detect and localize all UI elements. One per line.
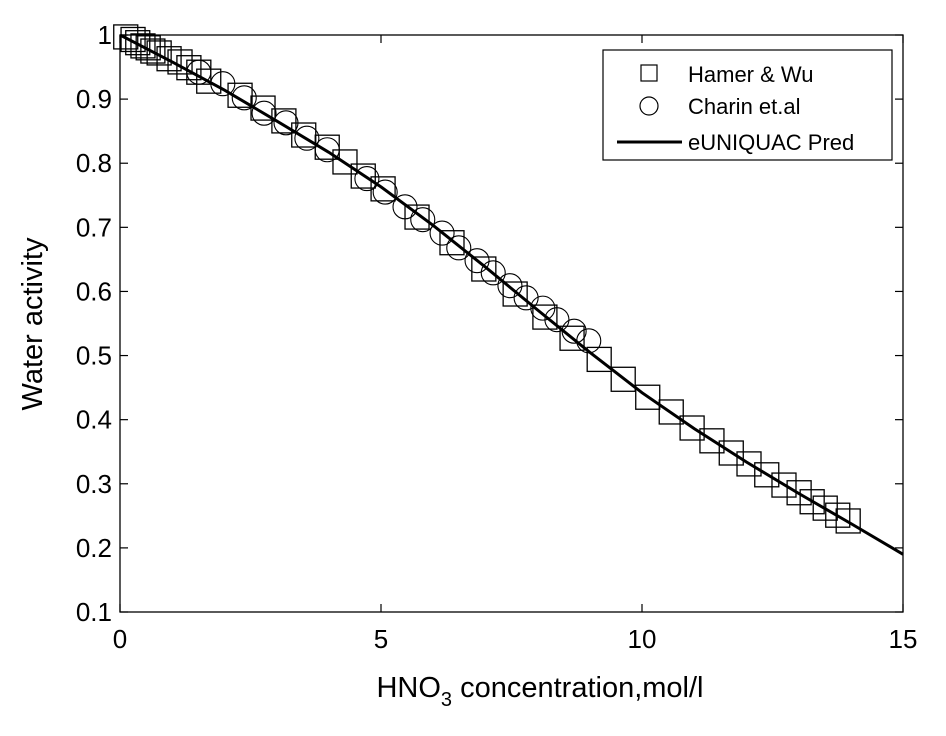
charin-point [273,110,299,136]
hamer-wu-point [156,46,182,72]
x-axis-label-subscript: 3 [441,689,452,711]
legend-circle-marker [639,96,659,116]
hamer-wu-point [718,440,744,466]
y-tick-label: 0.2 [76,533,112,563]
y-tick-label: 0.6 [76,276,112,306]
legend-label-charin: Charin et.al [688,94,801,119]
y-tick-label: 0.5 [76,341,112,371]
charin-point [186,59,212,85]
charin-point [513,285,539,311]
hamer-wu-point [736,451,762,477]
charin-point [372,179,398,205]
y-tick-label: 0.3 [76,469,112,499]
plot-marks [113,24,904,556]
y-tick-label: 0.7 [76,212,112,242]
legend-label-hamer-wu: Hamer & Wu [688,62,814,87]
hamer-wu-point [227,82,253,108]
hamer-wu-point [140,38,166,64]
hamer-wu-point [125,30,151,56]
y-tick-label: 0.1 [76,597,112,627]
charin-point [576,328,602,354]
charin-point [480,260,506,286]
charin-point [314,137,340,163]
y-tick-label: 1 [98,20,112,50]
hamer-wu-point [658,399,684,425]
y-axis-label: Water activity [17,237,49,410]
hamer-wu-point [754,462,780,488]
hamer-wu-point [146,40,172,66]
x-axis-label-main: HNO [376,672,440,704]
hamer-wu-point [439,230,465,256]
x-tick-label: 5 [374,624,388,654]
charin-point [497,273,523,299]
charin-point [210,71,236,97]
y-tick-label: 0.4 [76,405,112,435]
hamer-wu-point [835,508,861,534]
x-axis-label: HNO3 concentration,mol/l [376,672,703,711]
charin-point [464,248,490,274]
charin-point [544,307,570,333]
legend: Hamer & Wu Charin et.al eUNIQUAC Pred [602,49,893,161]
hamer-wu-point [799,489,825,515]
charin-point [446,235,472,261]
hamer-wu-point [610,366,636,392]
charin-point [354,166,380,192]
charin-point [251,100,277,126]
hamer-wu-point [679,415,705,441]
charin-point [410,207,436,233]
charin-point [561,318,587,344]
hamer-wu-point [502,281,528,307]
x-axis-label-rest: concentration,mol/l [452,672,703,704]
legend-square-marker [640,64,658,82]
hamer-wu-point [350,163,376,189]
x-tick-label: 0 [113,624,127,654]
hamer-wu-point [771,472,797,498]
hamer-wu-point [370,176,396,202]
charin-point [294,125,320,151]
charin-point [429,220,455,246]
y-tick-label: 0.9 [76,84,112,114]
hamer-wu-point [196,68,222,94]
hamer-wu-point [635,384,661,410]
hamer-wu-point [135,35,161,61]
x-tick-label: 10 [628,624,657,654]
legend-label-euniquac: eUNIQUAC Pred [688,130,854,155]
charin-point [231,85,257,111]
axis-ticks: 0 5 10 15 0.1 0.2 0.3 0.4 0.5 0.6 0.7 0.8 0.9 1 [76,20,918,654]
hamer-wu-point [332,149,358,175]
y-tick-label: 0.8 [76,148,112,178]
hamer-wu-point [130,33,156,59]
plot-frame [119,34,904,613]
hamer-wu-point [271,108,297,134]
hamer-wu-point [532,304,558,330]
x-tick-label: 15 [889,624,918,654]
hamer-wu-point [825,502,851,528]
charin-point [392,194,418,220]
hamer-wu-point [786,480,812,506]
